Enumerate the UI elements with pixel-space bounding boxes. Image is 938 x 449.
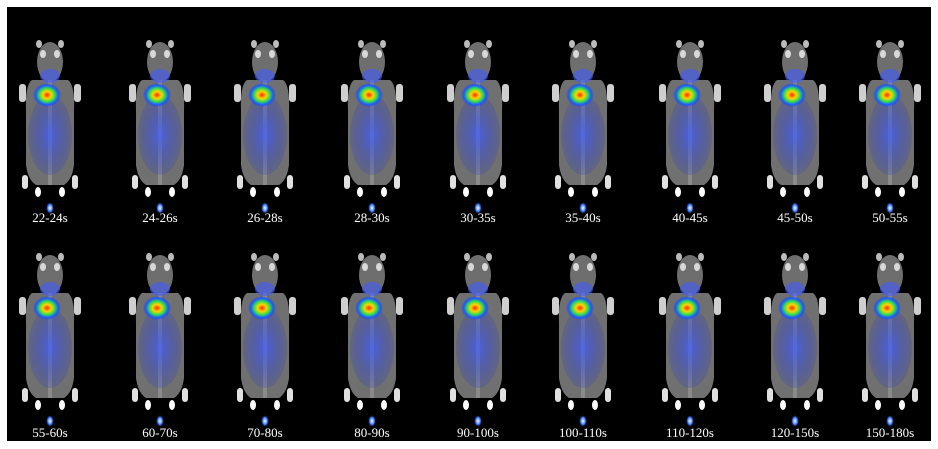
frame-label: 22-24s [32, 210, 67, 225]
frame-label: 55-60s [32, 425, 67, 440]
frame-label: 35-40s [565, 210, 600, 225]
frame-label: 28-30s [354, 210, 389, 225]
frame-label: 120-150s [771, 425, 819, 440]
frame-label: 30-35s [460, 210, 495, 225]
frame-label: 150-180s [866, 425, 914, 440]
frame-label: 45-50s [777, 210, 812, 225]
frame-label: 26-28s [247, 210, 282, 225]
frame-label: 100-110s [559, 425, 607, 440]
page: {"rows": [ ["22-24s", "24-26s", "26-28s"… [0, 0, 938, 449]
frame-label: 40-45s [672, 210, 707, 225]
figure: 22-24s 24-26s 26-28s 28-30s 30-35s 35-40s 40-4… [0, 0, 938, 449]
frame-label: 110-120s [666, 425, 714, 440]
frame-label: 90-100s [457, 425, 499, 440]
frame-label: 24-26s [142, 210, 177, 225]
frame-label: 80-90s [354, 425, 389, 440]
frame-label: 70-80s [247, 425, 282, 440]
frame-label: 60-70s [142, 425, 177, 440]
frame-label: 50-55s [872, 210, 907, 225]
